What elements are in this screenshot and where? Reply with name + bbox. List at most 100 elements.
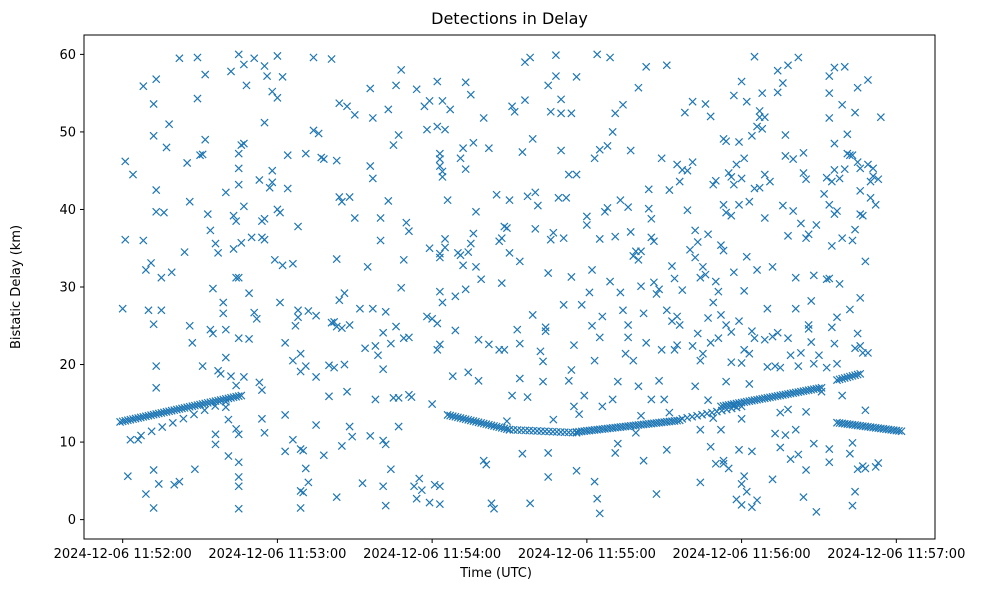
data-point	[505, 248, 514, 257]
data-point	[281, 338, 290, 347]
data-point	[551, 51, 560, 60]
data-point	[487, 499, 496, 508]
data-point	[487, 421, 496, 430]
data-point	[858, 211, 867, 220]
data-point	[141, 265, 150, 274]
data-point	[234, 334, 243, 343]
data-point	[711, 176, 720, 185]
data-point	[557, 109, 566, 118]
data-point	[263, 72, 272, 81]
data-point	[149, 465, 158, 475]
data-point	[564, 376, 573, 385]
data-point	[649, 237, 658, 246]
data-point	[737, 500, 746, 509]
data-point	[232, 424, 241, 433]
data-point	[587, 321, 597, 330]
data-point	[366, 431, 375, 440]
data-point	[157, 273, 166, 282]
data-point	[464, 368, 473, 377]
data-point	[866, 177, 875, 186]
data-point	[425, 498, 434, 507]
data-point	[314, 129, 323, 138]
data-point	[435, 287, 444, 296]
data-point	[624, 320, 633, 330]
data-point	[856, 164, 865, 173]
data-point	[283, 151, 292, 160]
data-point	[219, 298, 228, 307]
data-point	[683, 206, 692, 215]
data-point	[840, 373, 849, 383]
data-point	[814, 384, 823, 393]
data-point	[193, 94, 202, 103]
data-point	[149, 320, 158, 329]
data-point	[505, 196, 514, 205]
data-point	[337, 441, 346, 450]
data-point	[399, 255, 408, 264]
data-point	[611, 109, 620, 118]
data-point	[740, 286, 749, 295]
x-tick-label: 2024-12-06 11:55:00	[518, 547, 656, 562]
data-point	[688, 341, 697, 350]
data-point	[704, 230, 713, 239]
data-point	[634, 382, 643, 391]
data-point	[185, 321, 194, 330]
data-point	[433, 345, 442, 354]
data-point	[781, 151, 790, 160]
data-point	[466, 416, 475, 425]
data-point	[502, 425, 511, 434]
data-point	[200, 406, 209, 415]
data-point	[523, 393, 532, 402]
data-point	[490, 504, 499, 513]
data-point	[809, 359, 818, 368]
data-point	[624, 203, 633, 212]
data-point	[665, 186, 674, 195]
data-point	[817, 383, 826, 392]
data-point	[294, 222, 303, 231]
data-point	[252, 314, 261, 323]
data-point	[123, 472, 132, 481]
data-point	[152, 362, 161, 371]
data-point	[144, 306, 153, 315]
data-point	[330, 363, 339, 372]
data-point	[760, 113, 769, 122]
data-point	[673, 416, 682, 425]
data-point	[848, 501, 857, 510]
data-point	[327, 55, 336, 64]
data-point	[345, 320, 354, 330]
data-point	[121, 157, 130, 166]
data-point	[894, 426, 903, 435]
data-point	[783, 334, 793, 343]
data-point	[851, 487, 860, 496]
data-point	[312, 420, 321, 430]
data-point	[714, 334, 723, 343]
data-point	[569, 402, 578, 411]
data-point	[673, 312, 682, 321]
data-point	[520, 96, 529, 105]
data-point	[727, 327, 736, 336]
data-point	[296, 349, 305, 358]
data-point	[711, 459, 720, 468]
data-point	[412, 494, 421, 503]
data-point	[830, 139, 839, 148]
data-point	[260, 118, 269, 127]
data-point	[211, 440, 220, 449]
data-point	[716, 425, 725, 434]
data-point	[822, 275, 831, 284]
data-point	[722, 208, 731, 217]
data-point	[479, 419, 488, 428]
data-point	[435, 155, 444, 164]
data-point	[358, 479, 367, 488]
data-point	[753, 496, 762, 505]
data-point	[794, 362, 803, 371]
data-point	[843, 130, 852, 139]
y-axis: 0 10 20 30 40 50 60	[59, 48, 84, 528]
data-point	[407, 393, 416, 402]
y-tick-label: 20	[59, 358, 76, 373]
data-point	[190, 465, 199, 474]
data-point	[611, 448, 620, 457]
data-point	[626, 227, 635, 236]
data-point	[546, 107, 555, 116]
data-point	[874, 175, 883, 184]
data-point	[848, 438, 857, 447]
